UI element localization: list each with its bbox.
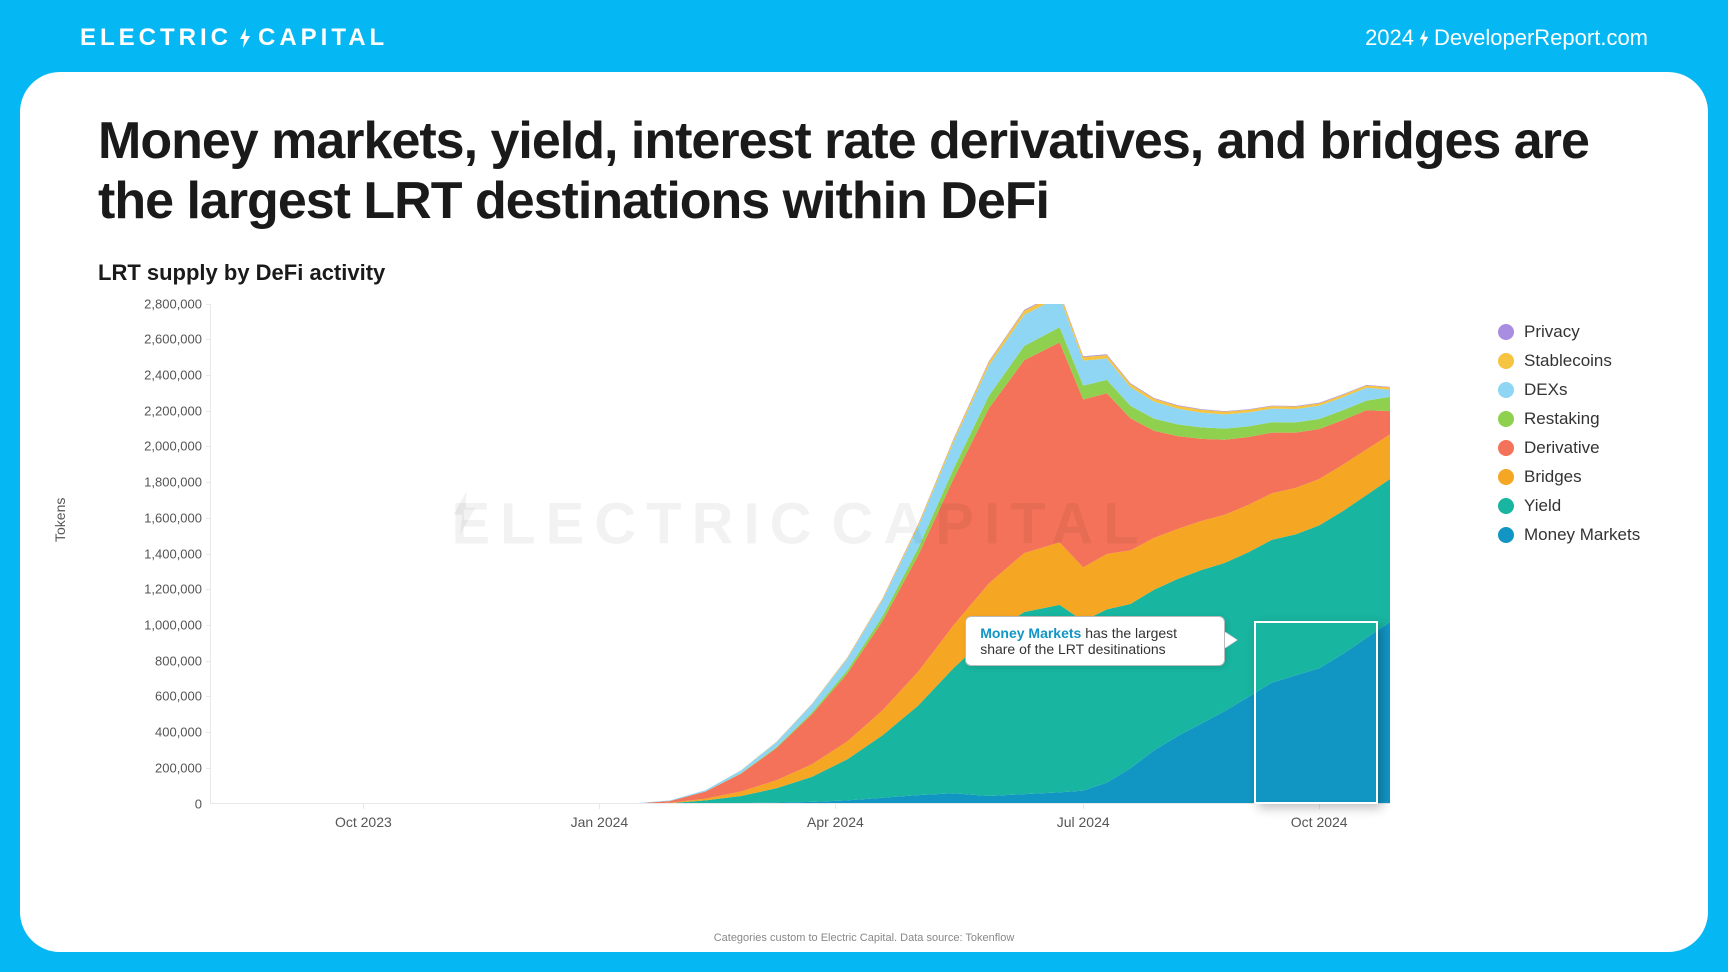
legend-label: Derivative bbox=[1524, 438, 1600, 458]
legend-item-derivative: Derivative bbox=[1498, 438, 1648, 458]
card: Money markets, yield, interest rate deri… bbox=[20, 72, 1708, 952]
legend-dot bbox=[1498, 469, 1514, 485]
y-tick: 1,800,000 bbox=[144, 475, 210, 490]
bolt-icon bbox=[1418, 30, 1430, 47]
callout-pointer bbox=[1225, 632, 1237, 648]
legend-item-privacy: Privacy bbox=[1498, 322, 1648, 342]
y-tick: 800,000 bbox=[155, 653, 210, 668]
legend-dot bbox=[1498, 382, 1514, 398]
legend-label: DEXs bbox=[1524, 380, 1567, 400]
y-tick: 1,000,000 bbox=[144, 618, 210, 633]
header-year: 2024 bbox=[1365, 25, 1414, 51]
y-tick: 0 bbox=[195, 796, 210, 811]
brand-logo: ELECTRIC CAPITAL bbox=[80, 24, 388, 52]
chart-subtitle: LRT supply by DeFi activity bbox=[80, 260, 1648, 286]
legend: Privacy Stablecoins DEXs Restaking Derivativ… bbox=[1468, 304, 1648, 804]
legend-label: Restaking bbox=[1524, 409, 1600, 429]
legend-item-yield: Yield bbox=[1498, 496, 1648, 516]
legend-label: Privacy bbox=[1524, 322, 1580, 342]
footer-note: Categories custom to Electric Capital. D… bbox=[714, 932, 1015, 944]
legend-item-restaking: Restaking bbox=[1498, 409, 1648, 429]
y-tick: 600,000 bbox=[155, 689, 210, 704]
legend-label: Stablecoins bbox=[1524, 351, 1612, 371]
legend-dot bbox=[1498, 324, 1514, 340]
legend-item-bridges: Bridges bbox=[1498, 467, 1648, 487]
y-tick: 400,000 bbox=[155, 725, 210, 740]
y-tick: 2,400,000 bbox=[144, 368, 210, 383]
legend-dot bbox=[1498, 440, 1514, 456]
y-axis-label: Tokens bbox=[52, 497, 68, 541]
y-tick: 200,000 bbox=[155, 760, 210, 775]
y-tick: 2,600,000 bbox=[144, 332, 210, 347]
y-tick: 1,600,000 bbox=[144, 510, 210, 525]
y-tick: 2,200,000 bbox=[144, 403, 210, 418]
callout-emph: Money Markets bbox=[980, 625, 1081, 641]
brand-text-left: ELECTRIC bbox=[80, 24, 232, 52]
y-tick: 2,800,000 bbox=[144, 296, 210, 311]
legend-item-dexs: DEXs bbox=[1498, 380, 1648, 400]
chart-area: Tokens ELECTRIC CAPITAL 0200,000400,0006… bbox=[80, 304, 1468, 804]
y-tick: 1,400,000 bbox=[144, 546, 210, 561]
legend-label: Yield bbox=[1524, 496, 1561, 516]
legend-label: Bridges bbox=[1524, 467, 1582, 487]
legend-dot bbox=[1498, 353, 1514, 369]
plot-region: ELECTRIC CAPITAL 0200,000400,000600,0008… bbox=[210, 304, 1390, 804]
legend-item-money-markets: Money Markets bbox=[1498, 525, 1648, 545]
y-axis-line bbox=[210, 304, 211, 804]
page-title: Money markets, yield, interest rate deri… bbox=[80, 112, 1648, 232]
legend-dot bbox=[1498, 527, 1514, 543]
header-site: DeveloperReport.com bbox=[1434, 25, 1648, 51]
legend-label: Money Markets bbox=[1524, 525, 1640, 545]
bolt-icon bbox=[238, 28, 252, 48]
y-tick: 2,000,000 bbox=[144, 439, 210, 454]
brand-text-right: CAPITAL bbox=[258, 24, 388, 52]
legend-item-stablecoins: Stablecoins bbox=[1498, 351, 1648, 371]
callout: Money Markets has the largest share of t… bbox=[965, 616, 1225, 666]
y-tick: 1,200,000 bbox=[144, 582, 210, 597]
header-right: 2024 DeveloperReport.com bbox=[1365, 25, 1648, 51]
legend-dot bbox=[1498, 411, 1514, 427]
legend-dot bbox=[1498, 498, 1514, 514]
